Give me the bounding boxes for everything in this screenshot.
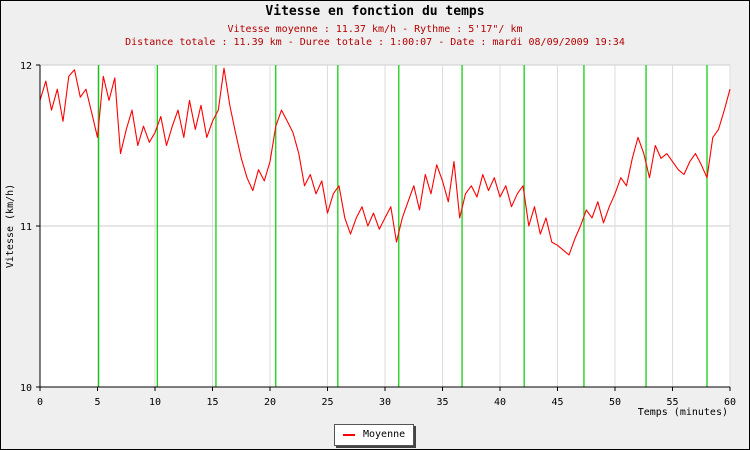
series-line-moyenne <box>39 67 731 256</box>
legend-swatch-moyenne <box>343 434 355 436</box>
y-tick-label: 12 <box>20 61 32 72</box>
x-tick-label: 45 <box>551 397 563 408</box>
chart-title: Vitesse en fonction du temps <box>265 4 485 19</box>
x-tick-label: 50 <box>609 397 621 408</box>
chart-subtitle-speed: Vitesse moyenne : 11.37 km/h - Rythme : … <box>227 24 523 35</box>
x-tick-label: 20 <box>264 397 276 408</box>
legend: Moyenne <box>334 424 414 446</box>
x-tick-label: 15 <box>206 397 218 408</box>
x-tick-label: 30 <box>379 397 391 408</box>
x-tick-label: 60 <box>724 397 736 408</box>
x-tick-label: 25 <box>321 397 333 408</box>
y-tick-label: 10 <box>20 383 32 394</box>
y-axis-label: Vitesse (km/h) <box>5 184 16 268</box>
chart-subtitle-summary: Distance totale : 11.39 km - Duree total… <box>125 37 625 48</box>
x-tick-label: 55 <box>666 397 678 408</box>
x-tick-label: 35 <box>436 397 448 408</box>
legend-label-moyenne: Moyenne <box>363 429 406 440</box>
x-tick-label: 5 <box>94 397 100 408</box>
x-tick-label: 10 <box>149 397 161 408</box>
x-tick-label: 40 <box>494 397 506 408</box>
x-axis-label: Temps (minutes) <box>638 407 728 418</box>
x-tick-label: 0 <box>37 397 43 408</box>
y-tick-label: 11 <box>20 222 32 233</box>
